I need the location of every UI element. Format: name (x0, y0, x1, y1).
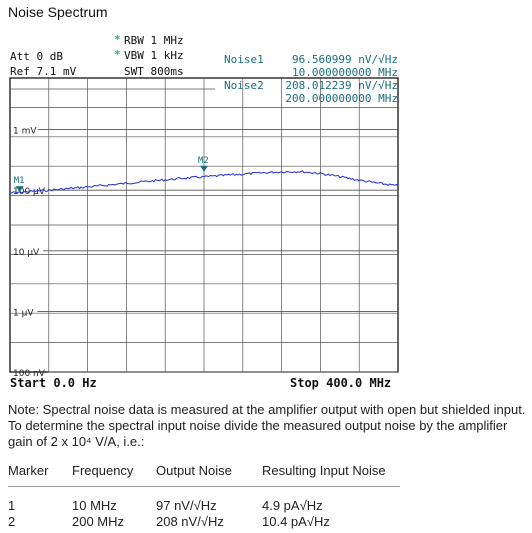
rbw-label: RBW 1 MHz (124, 34, 184, 47)
stop-frequency-label: Stop 400.0 MHz (290, 376, 392, 390)
row1-marker: 1 (8, 498, 16, 513)
noise1-frequency: 10.000000000 MHz (292, 66, 398, 79)
header-output-noise: Output Noise (156, 463, 232, 478)
plot-grid (9, 77, 399, 373)
marker-triangle (15, 186, 24, 193)
header-frequency: Frequency (72, 463, 134, 478)
y-tick-label: 1 µV (13, 308, 34, 318)
row1-frequency: 10 MHz (72, 498, 117, 513)
page-title: Noise Spectrum (8, 4, 108, 20)
marker-label: M2 (198, 156, 209, 166)
marker-layer: M1 M2 (14, 156, 209, 193)
vbw-star: * (114, 48, 121, 61)
noise2-value: 208.012239 nV/√Hz (285, 79, 398, 92)
row2-marker: 2 (8, 514, 16, 529)
marker-triangle (200, 165, 208, 172)
noise1-value: 96.560999 nV/√Hz (292, 53, 398, 66)
row2-output-noise: 208 nV/√Hz (156, 514, 224, 529)
noise1-label: Noise1 (224, 53, 264, 66)
row2-input-noise: 10.4 pA√Hz (262, 514, 330, 529)
vbw-label: VBW 1 kHz (124, 49, 184, 62)
reference-level-label: Ref 7.1 mV (10, 65, 77, 78)
attenuation-label: Att 0 dB (10, 50, 63, 63)
noise2-label: Noise2 (224, 79, 264, 92)
header-input-noise: Resulting Input Noise (262, 463, 386, 478)
y-tick-label: 1 mV (13, 127, 37, 137)
y-tick-label: 10 µV (13, 248, 40, 258)
note-text: Note: Spectral noise data is measured at… (8, 402, 526, 449)
row2-frequency: 200 MHz (72, 514, 125, 529)
row1-output-noise: 97 nV/√Hz (156, 498, 217, 513)
sweep-time-label: SWT 800ms (124, 65, 184, 78)
marker-label: M1 (14, 176, 25, 186)
start-frequency-label: Start 0.0 Hz (10, 376, 97, 390)
noise2-frequency: 200.000000000 MHz (285, 92, 398, 105)
row1-input-noise: 4.9 pA√Hz (262, 498, 323, 513)
trace-line (9, 170, 399, 194)
rbw-star: * (114, 33, 121, 46)
y-tick-label: 100 nV (13, 369, 46, 379)
trace-layer (9, 170, 399, 194)
table-rule (8, 486, 400, 487)
header-marker: Marker (8, 463, 49, 478)
